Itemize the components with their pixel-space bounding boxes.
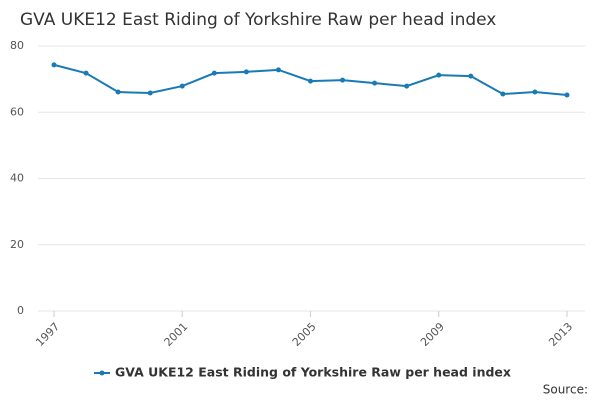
point xyxy=(500,91,506,97)
x-tick-label: 2013 xyxy=(546,320,575,349)
y-tick-label: 60 xyxy=(10,105,24,118)
point xyxy=(564,92,570,98)
legend-marker xyxy=(99,370,105,376)
point xyxy=(83,70,89,76)
legend-label: GVA UKE12 East Riding of Yorkshire Raw p… xyxy=(115,365,511,380)
point xyxy=(275,67,281,73)
point xyxy=(115,89,121,95)
x-tick-label: 2005 xyxy=(290,320,319,349)
source: Source: xyxy=(543,383,588,397)
y-tick-label: 40 xyxy=(10,172,24,185)
point xyxy=(179,83,185,89)
point xyxy=(372,80,378,86)
legend-item: GVA UKE12 East Riding of Yorkshire Raw p… xyxy=(94,365,511,380)
point xyxy=(308,78,313,84)
chart-title: GVA UKE12 East Riding of Yorkshire Raw p… xyxy=(20,10,496,30)
y-tick-label: 20 xyxy=(10,238,24,251)
point xyxy=(147,90,153,96)
x-tick-label: 2001 xyxy=(162,320,191,349)
y-tick-label: 80 xyxy=(10,39,24,52)
point xyxy=(211,70,217,76)
point xyxy=(51,62,57,68)
x-tick-label: 2009 xyxy=(418,320,447,349)
point xyxy=(340,77,346,83)
point xyxy=(436,72,442,78)
point xyxy=(243,69,249,75)
point xyxy=(404,83,410,89)
point xyxy=(468,73,474,79)
y-tick-label: 0 xyxy=(17,304,24,317)
point xyxy=(532,89,538,95)
x-tick-label: 1997 xyxy=(33,320,62,349)
